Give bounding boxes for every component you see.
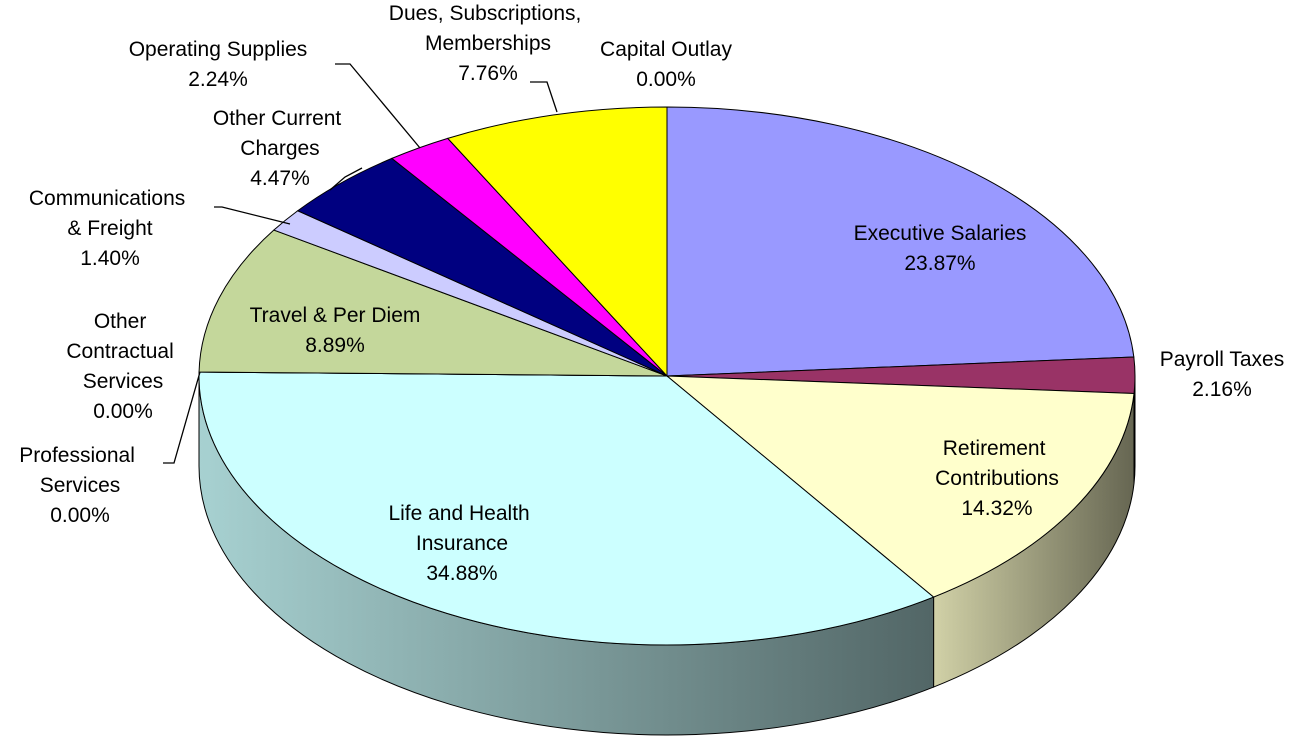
label-line: Services — [40, 474, 121, 497]
label-line: Capital Outlay — [600, 38, 732, 61]
label-line: Payroll Taxes — [1160, 348, 1285, 371]
label-line: Operating Supplies — [129, 38, 308, 61]
label-line: Dues, Subscriptions, — [389, 2, 587, 25]
slice-label: Retirement Contributions — [935, 437, 1059, 490]
slice-label: Operating Supplies — [129, 38, 308, 61]
value-label: 0.00% — [50, 504, 110, 527]
value-label: 1.40% — [80, 247, 140, 270]
slice-label: Payroll Taxes — [1160, 348, 1285, 371]
slice-label: Dues, Subscriptions, Memberships — [389, 2, 587, 55]
value-label: 4.47% — [250, 167, 310, 190]
value-label: 7.76% — [458, 62, 518, 85]
label-line: Insurance — [416, 532, 508, 555]
label-line: Services — [83, 370, 164, 393]
label-line: Professional — [19, 444, 140, 467]
leader-line — [530, 81, 558, 113]
slice-label: Communications & Freight — [29, 187, 191, 240]
slice-label: Travel & Per Diem — [250, 304, 421, 327]
slice-label: Capital Outlay — [600, 38, 732, 61]
value-label: 23.87% — [904, 252, 975, 275]
value-label: 0.00% — [636, 68, 696, 91]
label-line: Other — [94, 310, 152, 333]
value-label: 0.00% — [93, 400, 153, 423]
label-line: Contractual — [66, 340, 179, 363]
leader-line — [329, 167, 363, 191]
label-line: Charges — [240, 137, 319, 160]
label-line: Communications — [29, 187, 191, 210]
leader-line — [335, 63, 421, 149]
leader-line — [214, 206, 291, 225]
label-line: Travel & Per Diem — [250, 304, 421, 327]
slice-label: Other Contractual Services — [66, 310, 179, 393]
label-line: Other Current — [213, 107, 347, 130]
slice — [665, 375, 1135, 598]
value-label: 34.88% — [426, 562, 497, 585]
value-label: 8.89% — [305, 334, 365, 357]
value-label: 2.16% — [1192, 378, 1252, 401]
slice-label: Executive Salaries — [854, 222, 1027, 245]
label-line: Memberships — [425, 32, 551, 55]
label-line: Retirement — [943, 437, 1052, 460]
label-line: Contributions — [935, 467, 1059, 490]
slice — [446, 106, 668, 378]
value-label: 14.32% — [961, 497, 1032, 520]
slice-label: Professional Services — [19, 444, 140, 497]
slice-label: Life and Health Insurance — [388, 502, 535, 555]
value-label: 2.24% — [188, 68, 248, 91]
label-line: Executive Salaries — [854, 222, 1027, 245]
label-line: Life and Health — [388, 502, 535, 525]
slice-label: Other Current Charges — [213, 107, 347, 160]
slice — [198, 229, 668, 377]
slice — [666, 106, 1135, 377]
slice — [198, 371, 935, 646]
label-line: & Freight — [67, 217, 152, 240]
leader-line — [163, 371, 201, 464]
